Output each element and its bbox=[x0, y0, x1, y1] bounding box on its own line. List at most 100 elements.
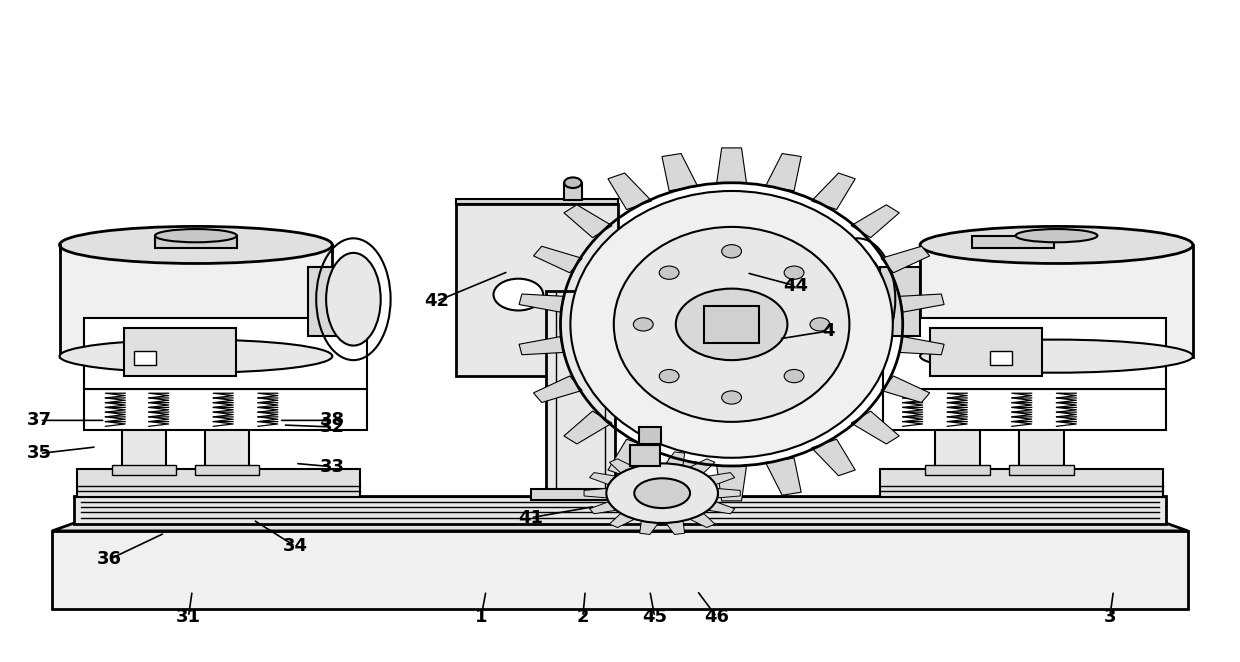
Polygon shape bbox=[718, 489, 740, 498]
Bar bbox=[935, 389, 980, 469]
Polygon shape bbox=[709, 473, 735, 485]
Polygon shape bbox=[666, 452, 684, 465]
Ellipse shape bbox=[60, 226, 332, 263]
Ellipse shape bbox=[660, 369, 680, 383]
Text: 45: 45 bbox=[642, 608, 667, 626]
Bar bbox=[925, 465, 990, 475]
Ellipse shape bbox=[634, 318, 653, 331]
Bar bbox=[52, 531, 1188, 609]
Ellipse shape bbox=[60, 340, 332, 373]
Polygon shape bbox=[640, 521, 658, 534]
Text: 46: 46 bbox=[704, 608, 729, 626]
Polygon shape bbox=[709, 502, 735, 514]
Polygon shape bbox=[691, 459, 715, 473]
Polygon shape bbox=[564, 205, 613, 238]
Bar bbox=[205, 389, 249, 469]
Text: 41: 41 bbox=[518, 508, 543, 527]
Text: 34: 34 bbox=[283, 537, 308, 555]
Polygon shape bbox=[456, 199, 618, 204]
Polygon shape bbox=[589, 473, 615, 485]
Polygon shape bbox=[899, 294, 944, 312]
Ellipse shape bbox=[831, 253, 885, 346]
Bar bbox=[531, 489, 630, 500]
Text: 1: 1 bbox=[475, 608, 487, 626]
Ellipse shape bbox=[660, 266, 680, 279]
Bar bbox=[639, 427, 661, 444]
Bar bbox=[112, 465, 176, 475]
Ellipse shape bbox=[606, 463, 718, 523]
Text: 44: 44 bbox=[784, 277, 808, 295]
Ellipse shape bbox=[784, 266, 804, 279]
Polygon shape bbox=[691, 514, 715, 528]
Polygon shape bbox=[851, 411, 899, 444]
Bar bbox=[1019, 389, 1064, 469]
Polygon shape bbox=[589, 502, 615, 514]
Ellipse shape bbox=[614, 227, 849, 422]
Ellipse shape bbox=[920, 340, 1193, 373]
Polygon shape bbox=[666, 521, 684, 534]
Polygon shape bbox=[812, 439, 856, 476]
Text: 42: 42 bbox=[424, 292, 449, 310]
Bar bbox=[546, 291, 615, 496]
Bar bbox=[564, 183, 582, 200]
Bar bbox=[920, 245, 1193, 357]
Ellipse shape bbox=[810, 318, 830, 331]
Text: 37: 37 bbox=[27, 411, 52, 430]
Polygon shape bbox=[533, 246, 582, 273]
Polygon shape bbox=[520, 337, 564, 355]
Polygon shape bbox=[812, 173, 856, 210]
Ellipse shape bbox=[155, 229, 237, 242]
Polygon shape bbox=[882, 246, 930, 273]
Bar bbox=[990, 351, 1012, 365]
Ellipse shape bbox=[635, 478, 689, 508]
Polygon shape bbox=[882, 376, 930, 402]
Bar bbox=[704, 306, 759, 343]
Bar bbox=[630, 445, 660, 466]
Bar bbox=[930, 328, 1042, 376]
Bar bbox=[74, 496, 1166, 524]
Polygon shape bbox=[899, 337, 944, 355]
Polygon shape bbox=[717, 148, 746, 183]
Polygon shape bbox=[608, 173, 651, 210]
Bar bbox=[1009, 465, 1074, 475]
Polygon shape bbox=[533, 376, 582, 402]
Bar bbox=[84, 318, 367, 389]
Bar bbox=[883, 318, 1166, 389]
Bar bbox=[122, 389, 166, 469]
Polygon shape bbox=[765, 154, 801, 191]
Ellipse shape bbox=[564, 177, 582, 188]
Text: 3: 3 bbox=[1104, 608, 1116, 626]
Bar bbox=[155, 236, 237, 248]
Text: 36: 36 bbox=[97, 550, 122, 569]
Bar bbox=[308, 267, 347, 336]
Bar bbox=[880, 267, 920, 336]
Ellipse shape bbox=[1016, 229, 1097, 242]
Bar bbox=[883, 389, 1166, 430]
Ellipse shape bbox=[570, 191, 893, 458]
Polygon shape bbox=[662, 154, 698, 191]
Ellipse shape bbox=[326, 253, 381, 346]
Bar bbox=[124, 328, 236, 376]
Polygon shape bbox=[52, 523, 1188, 531]
Text: 2: 2 bbox=[577, 608, 589, 626]
Bar bbox=[195, 465, 259, 475]
Polygon shape bbox=[564, 411, 613, 444]
Ellipse shape bbox=[676, 289, 787, 360]
Text: 38: 38 bbox=[320, 411, 345, 430]
Polygon shape bbox=[717, 466, 746, 501]
Bar bbox=[880, 469, 1163, 496]
Ellipse shape bbox=[784, 369, 804, 383]
Text: 4: 4 bbox=[822, 322, 835, 340]
Bar bbox=[134, 351, 156, 365]
Text: 35: 35 bbox=[27, 444, 52, 463]
Polygon shape bbox=[608, 439, 651, 476]
Bar bbox=[456, 204, 618, 376]
Bar bbox=[77, 469, 360, 496]
Polygon shape bbox=[520, 294, 564, 312]
Polygon shape bbox=[609, 514, 634, 528]
Bar bbox=[84, 389, 367, 430]
Text: 33: 33 bbox=[320, 457, 345, 476]
Bar bbox=[972, 236, 1054, 248]
Ellipse shape bbox=[494, 279, 543, 310]
Polygon shape bbox=[662, 458, 698, 495]
